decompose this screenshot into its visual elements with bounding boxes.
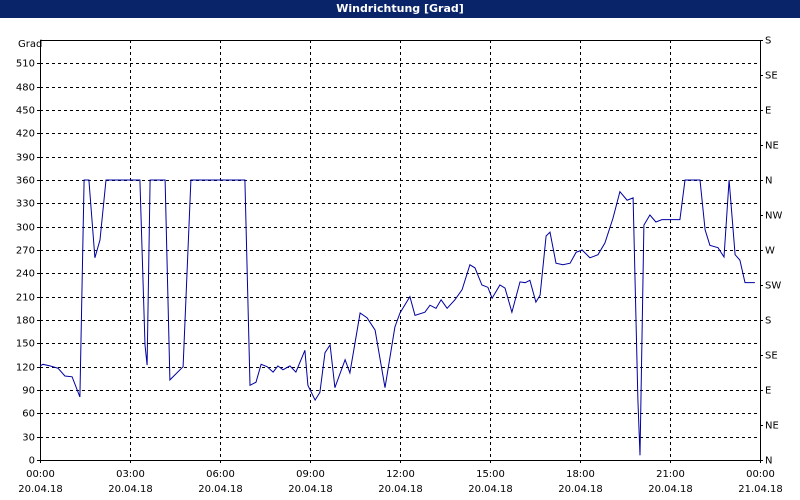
y2-tick-label: SE — [765, 71, 778, 82]
x-tick-date: 20.04.18 — [288, 484, 333, 495]
y-tick-label: 420 — [16, 129, 35, 140]
y2-tick-label: S — [765, 316, 771, 327]
y-tick-label: 90 — [22, 386, 35, 397]
y-tick-label: 510 — [16, 59, 35, 70]
title-bar — [0, 0, 800, 18]
y-tick-label: 270 — [16, 246, 35, 257]
y-tick-label: 120 — [16, 363, 35, 374]
x-tick-date: 21.04.18 — [738, 484, 783, 495]
y-tick-label: 450 — [16, 106, 35, 117]
y-tick-label: 390 — [16, 153, 35, 164]
x-tick-date: 20.04.18 — [18, 484, 63, 495]
x-tick-label: 00:00 — [746, 469, 775, 480]
x-tick-label: 09:00 — [296, 469, 325, 480]
y2-tick-label: SW — [765, 281, 781, 292]
plot-frame — [40, 40, 761, 461]
x-tick-label: 03:00 — [116, 469, 145, 480]
x-tick-date: 20.04.18 — [468, 484, 513, 495]
x-tick-date: 20.04.18 — [558, 484, 603, 495]
x-tick-label: 12:00 — [386, 469, 415, 480]
y2-tick-label: N — [765, 456, 772, 467]
y-tick-label: 480 — [16, 83, 35, 94]
y-tick-label: 360 — [16, 176, 35, 187]
y-tick-label: 150 — [16, 339, 35, 350]
y-tick-label: 210 — [16, 293, 35, 304]
y-tick-label: 30 — [22, 433, 35, 444]
y2-tick-label: SE — [765, 351, 778, 362]
x-tick-date: 20.04.18 — [648, 484, 693, 495]
y-tick-label: 330 — [16, 199, 35, 210]
y2-tick-label: NW — [765, 211, 782, 222]
y-tick-label: 0 — [29, 456, 35, 467]
y2-tick-label: N — [765, 176, 772, 187]
y2-tick-label: E — [765, 386, 771, 397]
x-tick-label: 00:00 — [26, 469, 55, 480]
y-tick-label: 240 — [16, 269, 35, 280]
y2-tick-label: S — [765, 36, 771, 47]
x-tick-label: 18:00 — [566, 469, 595, 480]
y-tick-label: 60 — [22, 409, 35, 420]
x-tick-date: 20.04.18 — [378, 484, 423, 495]
y2-tick-label: W — [765, 246, 775, 257]
x-tick-label: 21:00 — [656, 469, 685, 480]
y2-tick-label: NE — [765, 421, 779, 432]
y-tick-label: 300 — [16, 223, 35, 234]
data-line — [39, 179, 755, 456]
y2-tick-label: NE — [765, 141, 779, 152]
x-tick-label: 15:00 — [476, 469, 505, 480]
x-tick-date: 20.04.18 — [198, 484, 243, 495]
chart-title: Windrichtung [Grad] — [336, 2, 464, 15]
x-tick-date: 20.04.18 — [108, 484, 153, 495]
x-tick-label: 06:00 — [206, 469, 235, 480]
y2-tick-label: E — [765, 106, 771, 117]
y-axis-label: Grad — [18, 39, 42, 50]
y-tick-label: 180 — [16, 316, 35, 327]
